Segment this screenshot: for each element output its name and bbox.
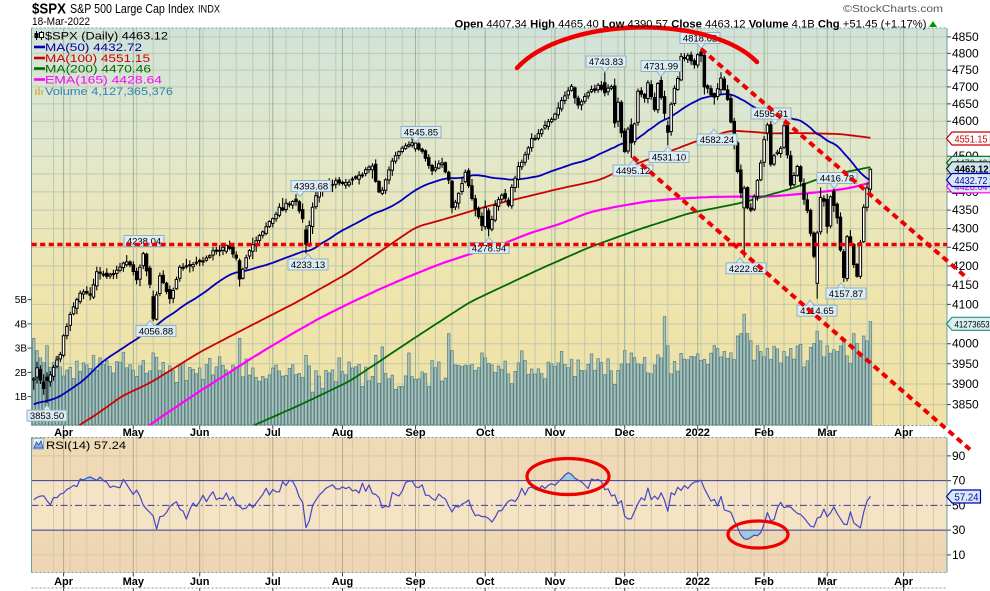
- svg-text:2022: 2022: [685, 576, 709, 588]
- svg-text:Aug: Aug: [332, 576, 353, 588]
- svg-text:4250: 4250: [952, 240, 979, 254]
- svg-text:4743.83: 4743.83: [589, 57, 623, 68]
- svg-text:Mar: Mar: [817, 576, 837, 588]
- svg-text:Feb: Feb: [754, 576, 774, 588]
- svg-text:4114.65: 4114.65: [800, 306, 834, 317]
- svg-text:4233.13: 4233.13: [291, 260, 325, 271]
- svg-text:4731.99: 4731.99: [644, 62, 678, 73]
- svg-text:©StockCharts.com: ©StockCharts.com: [843, 4, 943, 15]
- svg-text:Apr: Apr: [894, 576, 914, 588]
- svg-text:Sep: Sep: [405, 427, 425, 439]
- svg-text:2B: 2B: [15, 368, 28, 379]
- svg-text:4818.62: 4818.62: [683, 34, 717, 45]
- svg-text:Apr: Apr: [894, 427, 914, 439]
- svg-text:3B: 3B: [15, 344, 28, 355]
- svg-text:$SPX: $SPX: [32, 1, 66, 18]
- svg-text:4300: 4300: [952, 222, 979, 236]
- svg-text:70: 70: [952, 474, 966, 488]
- svg-text:Feb: Feb: [754, 427, 774, 439]
- svg-text:2022: 2022: [685, 427, 709, 439]
- svg-text:4350: 4350: [952, 203, 979, 217]
- svg-text:4531.10: 4531.10: [652, 153, 686, 164]
- svg-text:EMA(165) 4428.64: EMA(165) 4428.64: [45, 74, 162, 86]
- svg-text:Jun: Jun: [190, 427, 210, 439]
- svg-text:Nov: Nov: [545, 427, 567, 439]
- svg-text:4432.72: 4432.72: [955, 175, 988, 187]
- svg-text:4157.87: 4157.87: [829, 289, 863, 300]
- svg-text:4150: 4150: [952, 278, 979, 292]
- svg-text:4551.15: 4551.15: [955, 133, 988, 145]
- svg-text:30: 30: [952, 523, 966, 537]
- svg-text:Open 4407.34 High 4465.40 Low: Open 4407.34 High 4465.40 Low 4390.57 Cl…: [455, 19, 927, 31]
- svg-text:May: May: [123, 427, 145, 439]
- svg-text:Mar: Mar: [817, 427, 837, 439]
- svg-text:10: 10: [952, 548, 966, 562]
- svg-text:4200: 4200: [952, 259, 979, 273]
- svg-text:Jun: Jun: [190, 576, 210, 588]
- svg-text:4750: 4750: [952, 63, 979, 77]
- svg-text:May: May: [123, 576, 145, 588]
- svg-text:4495.12: 4495.12: [616, 166, 650, 177]
- svg-text:MA(100) 4551.15: MA(100) 4551.15: [45, 53, 150, 65]
- svg-text:Oct: Oct: [476, 576, 495, 588]
- svg-text:90: 90: [952, 449, 966, 463]
- svg-text:4278.94: 4278.94: [472, 244, 506, 255]
- svg-text:Nov: Nov: [545, 576, 567, 588]
- svg-text:4700: 4700: [952, 80, 979, 94]
- svg-text:4056.88: 4056.88: [139, 327, 173, 338]
- svg-text:57.24: 57.24: [955, 491, 979, 503]
- svg-text:4650: 4650: [952, 97, 979, 111]
- svg-text:4B: 4B: [15, 319, 28, 330]
- svg-text:4582.24: 4582.24: [700, 135, 734, 146]
- svg-text:MA(200) 4470.46: MA(200) 4470.46: [45, 63, 151, 75]
- svg-text:1B: 1B: [15, 392, 28, 403]
- svg-text:4463.12: 4463.12: [955, 164, 989, 176]
- svg-text:MA(50) 4432.72: MA(50) 4432.72: [45, 42, 142, 54]
- svg-text:$SPX (Daily) 4463.12: $SPX (Daily) 4463.12: [45, 30, 168, 42]
- svg-text:RSI(14) 57.24: RSI(14) 57.24: [46, 440, 126, 452]
- svg-text:4127365376: 4127365376: [955, 320, 990, 330]
- svg-text:4545.85: 4545.85: [404, 128, 438, 139]
- svg-text:Aug: Aug: [332, 427, 353, 439]
- svg-text:3853.50: 3853.50: [30, 411, 64, 422]
- svg-text:Dec: Dec: [615, 576, 635, 588]
- svg-text:Apr: Apr: [54, 576, 74, 588]
- svg-text:Volume 4,127,365,376: Volume 4,127,365,376: [45, 86, 173, 98]
- svg-text:4100: 4100: [952, 297, 979, 311]
- svg-text:4850: 4850: [952, 30, 979, 44]
- svg-text:3850: 3850: [952, 398, 979, 412]
- svg-text:Jul: Jul: [265, 576, 281, 588]
- svg-text:18-Mar-2022: 18-Mar-2022: [32, 16, 90, 28]
- svg-text:Oct: Oct: [476, 427, 495, 439]
- svg-text:4595.31: 4595.31: [754, 109, 788, 120]
- svg-text:5B: 5B: [15, 295, 28, 306]
- svg-text:4393.68: 4393.68: [294, 182, 328, 193]
- svg-text:Jul: Jul: [265, 427, 281, 439]
- svg-text:Apr: Apr: [54, 427, 74, 439]
- svg-text:Dec: Dec: [615, 427, 635, 439]
- svg-text:4238.04: 4238.04: [127, 237, 161, 248]
- svg-text:S&P 500 Large Cap Index: S&P 500 Large Cap Index: [70, 2, 195, 16]
- svg-text:4416.78: 4416.78: [820, 174, 854, 185]
- svg-text:4222.62: 4222.62: [729, 264, 763, 275]
- svg-text:3900: 3900: [952, 377, 979, 391]
- svg-text:Sep: Sep: [405, 576, 425, 588]
- svg-text:4000: 4000: [952, 337, 979, 351]
- svg-text:INDX: INDX: [198, 4, 221, 16]
- svg-text:3950: 3950: [952, 357, 979, 371]
- svg-text:4600: 4600: [952, 114, 979, 128]
- svg-text:4800: 4800: [952, 46, 979, 60]
